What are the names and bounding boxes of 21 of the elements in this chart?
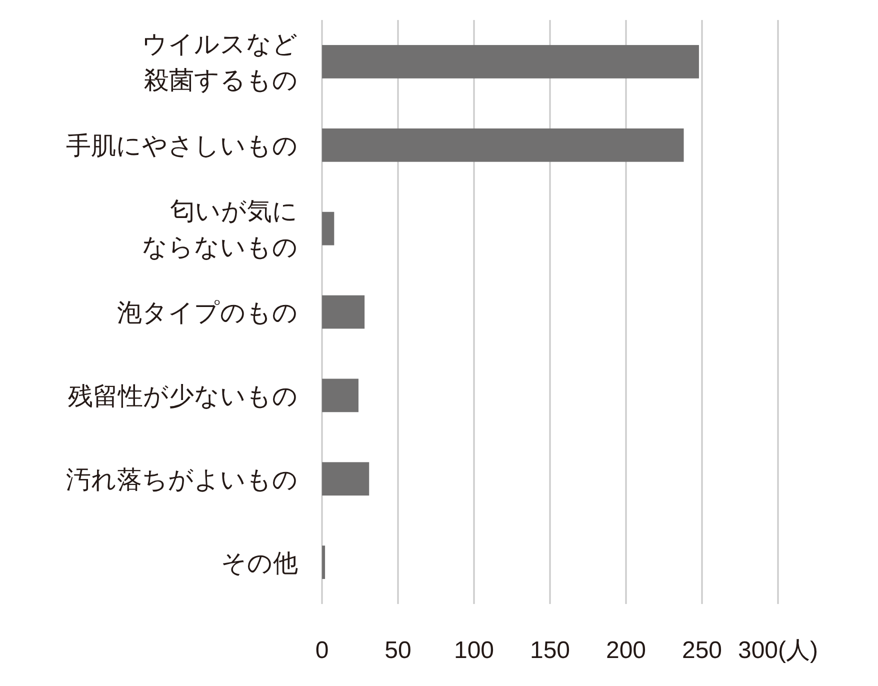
x-tick-label: 150 [530, 637, 570, 664]
x-tick-label: 50 [384, 637, 412, 664]
bar [322, 45, 699, 78]
bar [322, 378, 358, 412]
y-tick-label: その他 [221, 549, 298, 578]
x-tick-label: 0 [315, 637, 329, 664]
y-tick-label: 匂いが気にならないもの [142, 198, 298, 262]
y-tick-label: 泡タイプのもの [117, 299, 298, 327]
x-tick-label: 100 [454, 637, 494, 664]
y-tick-label: 残留性が少ないもの [68, 382, 298, 410]
x-tick-label: 300(人) [738, 637, 818, 664]
y-tick-label: ウイルスなど殺菌するもの [142, 30, 298, 95]
bar [322, 212, 334, 246]
bar [322, 546, 326, 579]
bar [322, 128, 684, 162]
bar [322, 295, 365, 329]
x-tick-label: 250 [682, 637, 722, 664]
y-tick-label: 汚れ落ちがよいもの [66, 466, 298, 494]
bar [322, 462, 370, 496]
x-tick-label: 200 [606, 637, 646, 664]
y-tick-label: 手肌にやさしいもの [66, 132, 298, 160]
